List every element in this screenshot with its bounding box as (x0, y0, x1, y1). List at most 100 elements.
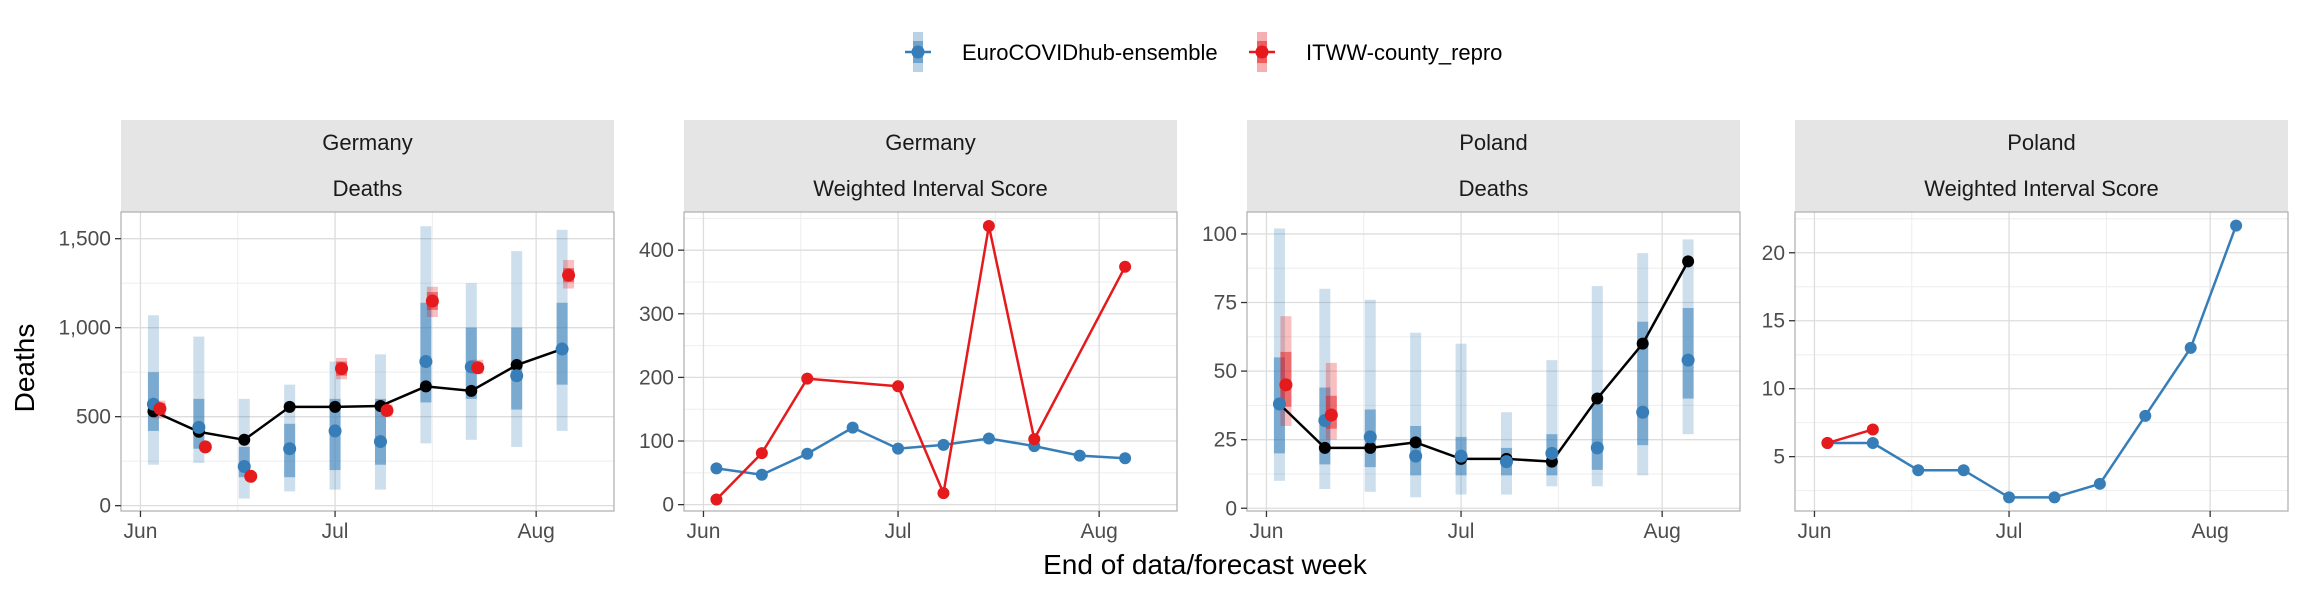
x-tick-label: Jul (885, 520, 912, 543)
y-tick-label: 25 (1214, 429, 1237, 452)
score-line (1827, 428, 1874, 445)
score-point (982, 219, 995, 232)
observed-point (510, 359, 523, 372)
y-tick-label: 200 (639, 366, 674, 389)
x-tick-label: Aug (517, 520, 554, 543)
score-point (2230, 219, 2243, 232)
median-ensemble (146, 342, 569, 474)
legend: EuroCOVIDhub-ensemble ITWW-county_repro (905, 32, 1502, 72)
score-point (1028, 433, 1041, 446)
strip-region-label: Poland (2007, 130, 2076, 155)
observed-point (1318, 441, 1331, 454)
observed-point (1636, 337, 1649, 350)
y-tick-label: 75 (1214, 292, 1237, 315)
x-tick-label: Jun (1250, 520, 1284, 543)
y-axis-title: Deaths (9, 324, 40, 413)
score-line (715, 225, 1127, 501)
y-tick-label: 1,000 (58, 317, 111, 340)
interval-50 (374, 398, 386, 465)
median-point (1279, 378, 1293, 392)
interval-90 (1364, 299, 1376, 492)
median-itww (1279, 378, 1338, 422)
score-point (2003, 491, 2016, 504)
observed-point (238, 433, 251, 446)
score-point (1912, 464, 1925, 477)
median-point (471, 361, 485, 375)
observed-point (1591, 392, 1604, 405)
median-point (510, 369, 524, 383)
interval-50 (1591, 404, 1603, 470)
median-point (555, 342, 569, 356)
median-ensemble (1272, 353, 1695, 469)
score-point (801, 447, 814, 460)
x-tick-label: Aug (1080, 520, 1117, 543)
median-point (1324, 408, 1338, 422)
score-point (710, 493, 723, 506)
median-point (1454, 449, 1468, 463)
y-tick-label: 0 (662, 494, 674, 517)
interval-90 (1546, 360, 1558, 487)
strip-region-bg (1795, 120, 2288, 166)
strip-measure-label: Weighted Interval Score (1924, 176, 2158, 201)
median-point (373, 435, 387, 449)
observed-point (1682, 255, 1695, 268)
median-point (1636, 405, 1650, 419)
legend-label: ITWW-county_repro (1306, 40, 1502, 65)
plot-area (710, 219, 1132, 506)
median-point (1409, 449, 1423, 463)
x-axis-title: End of data/forecast week (1043, 549, 1368, 580)
score-point (2139, 409, 2152, 422)
score-point (2184, 341, 2197, 354)
panel-border (1246, 211, 1741, 512)
median-point (562, 268, 576, 282)
score-line (716, 426, 1126, 477)
legend-item-itww: ITWW-county_repro (1249, 32, 1502, 72)
y-tick-label: 100 (1202, 223, 1237, 246)
interval-50 (1637, 321, 1649, 446)
observed-line (1278, 260, 1690, 463)
median-point (1681, 353, 1695, 367)
legend-swatch-point (1255, 45, 1269, 59)
score-point (892, 380, 905, 393)
x-tick-label: Jun (687, 520, 721, 543)
plot-background (1795, 212, 2288, 511)
observed-point (465, 384, 478, 397)
median-point (425, 294, 439, 308)
strip-region-label: Germany (885, 130, 975, 155)
panel-3: Poland Deaths 0 25 50 75 100 Jun Jul Aug (1202, 120, 1741, 543)
interval-90 (1410, 332, 1422, 498)
score-point (1821, 437, 1834, 450)
strip-measure-label: Deaths (333, 176, 403, 201)
score-point (937, 487, 950, 500)
plot-area (1821, 219, 2243, 504)
median-itww (153, 268, 576, 483)
strip-region-bg (121, 120, 614, 166)
x-tick-label: Jul (1448, 520, 1475, 543)
median-point (1363, 430, 1377, 444)
score-point (755, 447, 768, 460)
y-tick-label: 300 (639, 303, 674, 326)
y-tick-label: 15 (1762, 310, 1785, 333)
score-line (1827, 225, 2238, 499)
y-tick-label: 20 (1762, 242, 1785, 265)
median-point (244, 469, 258, 483)
strip-region-label: Germany (322, 130, 412, 155)
observed-point (419, 380, 432, 393)
panel-border (120, 211, 615, 512)
interval-90 (1273, 228, 1285, 481)
score-point (2093, 477, 2106, 490)
strip-measure-label: Weighted Interval Score (813, 176, 1047, 201)
x-tick-label: Jul (1996, 520, 2023, 543)
interval-50 (420, 302, 432, 403)
strip-region-bg (1247, 120, 1740, 166)
observed-line (152, 347, 563, 442)
score-point (937, 438, 950, 451)
y-tick-label: 5 (1773, 446, 1785, 469)
plot-area (146, 226, 576, 499)
median-point (328, 424, 342, 438)
score-series-ensemble (710, 421, 1132, 481)
x-tick-label: Jun (1798, 520, 1832, 543)
panel-border (1794, 211, 2289, 512)
